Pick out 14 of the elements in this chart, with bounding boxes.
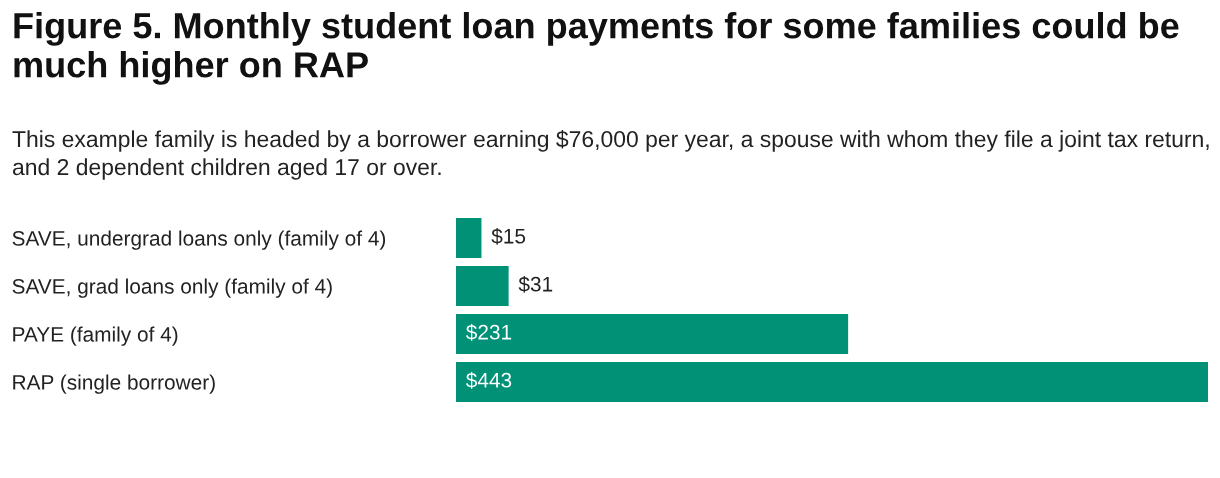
bar	[456, 218, 482, 258]
bar	[456, 362, 1208, 402]
bar	[456, 266, 509, 306]
data-label: $443	[466, 371, 512, 389]
data-label: $15	[491, 227, 526, 245]
y-tick-label: PAYE (family of 4)	[13, 326, 178, 346]
chart-subtitle: This example family is headed by a borrower earning $76,000 per year, a spouse with whom they file a joint tax return, and 2 dependent children aged 17 or over.	[12, 130, 1209, 180]
data-label: $31	[518, 275, 553, 293]
chart-title: Figure 5. Monthly student loan payments for some families could be much higher on RAP	[14, 12, 1179, 85]
y-tick-label: RAP (single borrower)	[13, 374, 215, 394]
data-label: $231	[466, 323, 512, 341]
y-tick-label: SAVE, undergrad loans only (family of 4)	[12, 230, 386, 250]
y-tick-label: SAVE, grad loans only (family of 4)	[12, 278, 332, 298]
bar	[456, 314, 849, 354]
